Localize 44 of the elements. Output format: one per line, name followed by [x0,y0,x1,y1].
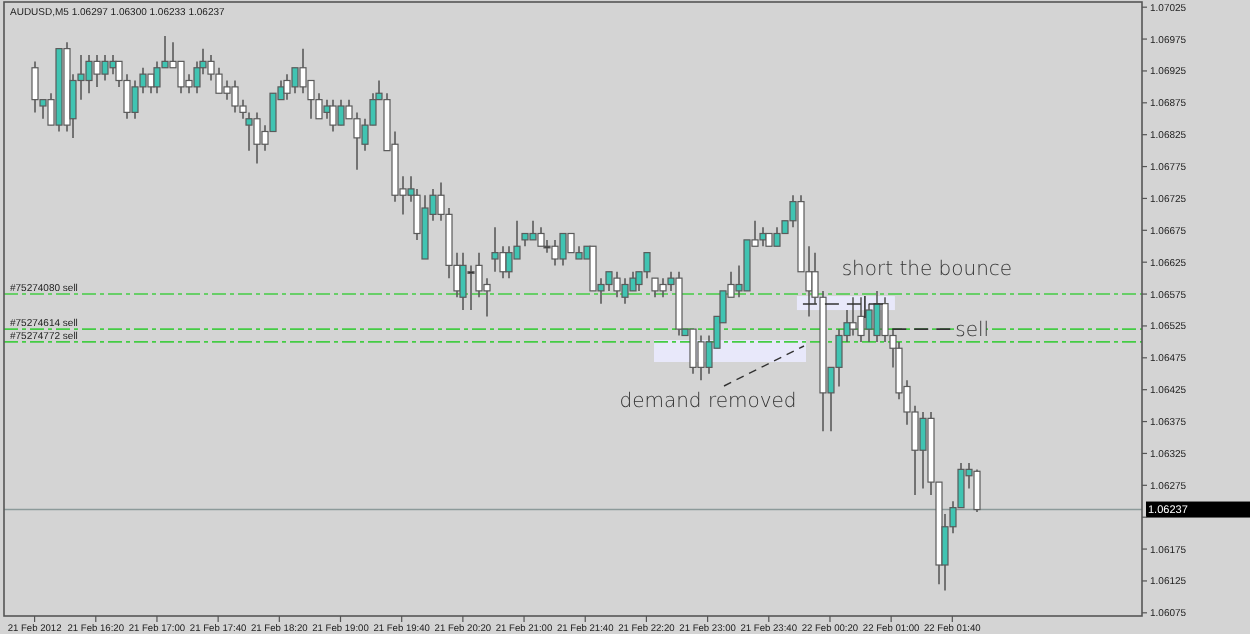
candlestick [459,251,467,311]
candlestick [299,47,307,95]
candlestick [353,111,361,171]
candlestick [291,66,299,95]
candlestick [613,270,621,299]
candlestick [551,239,559,267]
candlestick [849,296,857,337]
annotation: sell [955,320,990,343]
candlestick [505,245,513,279]
candlestick [253,111,261,165]
candlestick [337,98,345,126]
candlestick [857,296,865,343]
candlestick [323,98,331,120]
candlestick [651,277,659,299]
candlestick [873,290,881,343]
candlestick [697,334,705,381]
candlestick [93,54,101,88]
annotation: demand removed [619,391,797,413]
candlestick [865,302,873,343]
candlestick [621,277,629,305]
candlestick [759,226,767,248]
candlestick [689,328,697,375]
candlestick [31,60,39,114]
candlestick [467,264,475,311]
candlestick [223,79,231,101]
candlestick [101,54,109,82]
candlestick [231,79,239,114]
candlestick [559,232,567,267]
candlestick [283,73,291,101]
candlestick [567,232,575,254]
candlestick [543,239,551,254]
candlestick [919,411,927,490]
candlestick [529,219,537,241]
candlestick [659,277,667,299]
candlestick [773,226,781,248]
candlestick [329,98,337,133]
candlestick [85,54,93,95]
candlestick [491,226,499,273]
candlestick [973,468,981,513]
candlestick [153,60,161,95]
candlestick [177,60,185,95]
annotation: short the bounce [841,259,1013,282]
candlestick [537,226,545,248]
candlestick [147,73,155,95]
